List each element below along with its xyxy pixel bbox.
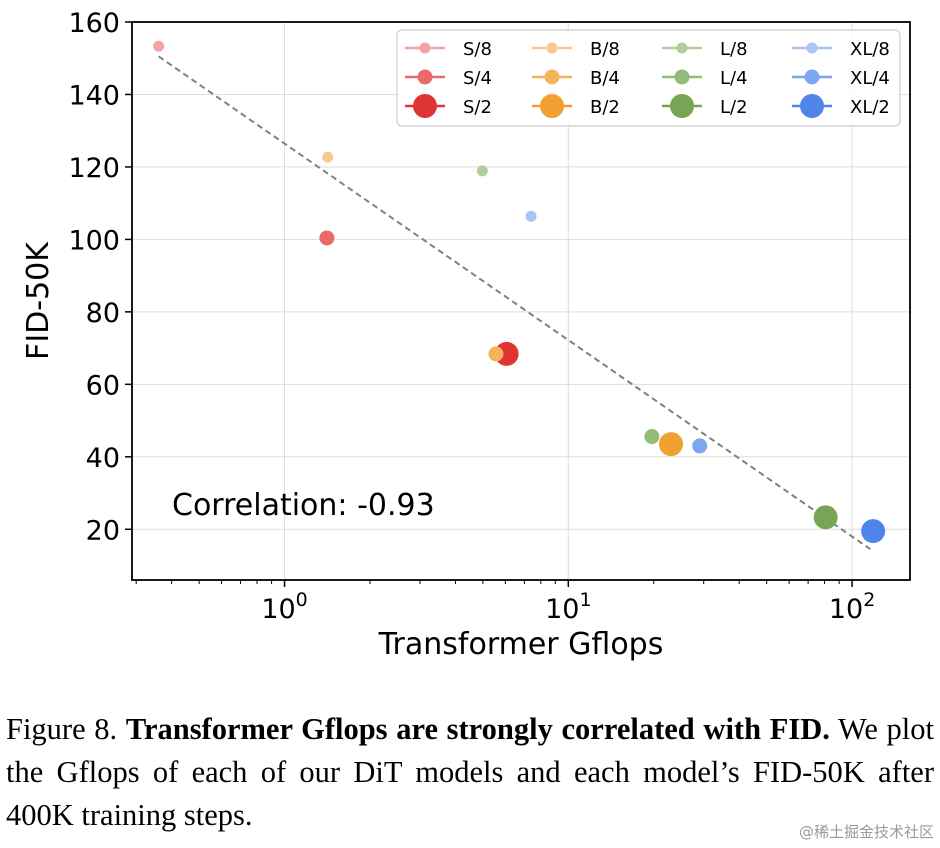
point-s-8: [153, 40, 165, 52]
legend-marker-l-2: [670, 94, 694, 118]
legend-marker-s-4: [417, 69, 433, 85]
caption-bold: Transformer Gflops are strongly correlat…: [125, 712, 830, 746]
legend-marker-b-4: [544, 69, 560, 85]
x-tick-label: 102: [829, 589, 875, 625]
scatter-chart: 20 40 60 80 100 120 140 160 100 101 102 Transform…: [21, 8, 911, 662]
y-axis: 20 40 60 80 100 120 140 160: [68, 8, 132, 546]
legend-label-b-2: B/2: [590, 97, 620, 118]
legend-marker-xl-8: [806, 42, 818, 54]
y-tick-label: 160: [68, 8, 120, 39]
x-axis: 100 101 102: [135, 580, 875, 625]
correlation-annotation: Correlation: -0.93: [172, 488, 435, 523]
legend-frame: [396, 29, 901, 127]
legend-label-xl-2: XL/2: [850, 97, 890, 118]
legend-label-l-2: L/2: [720, 97, 748, 118]
legend-marker-s-2: [413, 94, 437, 118]
point-xl-2: [861, 519, 886, 544]
watermark: @稀土掘金技术社区: [798, 823, 934, 841]
point-b-4: [488, 346, 504, 362]
point-b-2: [659, 432, 684, 457]
legend: S/8 S/4 S/2 B/8 B/4 B/2 L/8 L/4 L/2 XL/8 XL/4 XL/2: [396, 29, 901, 127]
legend-label-s-2: S/2: [463, 97, 492, 118]
legend-marker-s-8: [419, 42, 431, 54]
point-l-8: [476, 165, 488, 177]
legend-marker-l-4: [674, 69, 690, 85]
y-tick-label: 80: [86, 298, 120, 329]
legend-marker-l-8: [676, 42, 688, 54]
figure-caption: Figure 8. Transformer Gflops are strongl…: [6, 708, 934, 837]
legend-marker-xl-4: [804, 69, 820, 85]
figure-label: Figure 8.: [6, 712, 118, 746]
point-xl-4: [692, 438, 708, 454]
legend-label-xl-4: XL/4: [850, 68, 890, 89]
x-tick-label: 101: [545, 589, 591, 625]
data-points: [153, 40, 886, 544]
legend-label-xl-8: XL/8: [850, 39, 890, 60]
legend-label-l-8: L/8: [720, 39, 748, 60]
point-l-2: [813, 505, 838, 530]
point-s-2: [494, 341, 519, 366]
y-tick-label: 140: [68, 80, 120, 111]
y-tick-label: 20: [86, 515, 120, 546]
legend-marker-xl-2: [800, 94, 824, 118]
legend-label-l-4: L/4: [720, 68, 748, 89]
y-axis-title: FID-50K: [21, 241, 56, 360]
y-tick-label: 60: [86, 370, 120, 401]
plot-border: [131, 21, 911, 581]
point-s-4: [319, 230, 335, 246]
y-tick-label: 100: [68, 225, 120, 256]
point-xl-8: [525, 210, 537, 222]
point-b-8: [322, 151, 334, 163]
legend-label-s-4: S/4: [463, 68, 492, 89]
legend-label-s-8: S/8: [463, 39, 492, 60]
y-tick-label: 40: [86, 443, 120, 474]
point-l-4: [644, 429, 660, 445]
y-tick-label: 120: [68, 153, 120, 184]
legend-label-b-8: B/8: [590, 39, 620, 60]
trend-line: [158, 55, 871, 551]
legend-label-b-4: B/4: [590, 68, 620, 89]
x-axis-title: Transformer Gflops: [378, 627, 664, 662]
caption-body: We plot the Gflops of each of our DiT mo…: [6, 712, 935, 832]
legend-marker-b-8: [546, 42, 558, 54]
legend-marker-b-2: [540, 94, 564, 118]
x-tick-label: 100: [261, 589, 307, 625]
